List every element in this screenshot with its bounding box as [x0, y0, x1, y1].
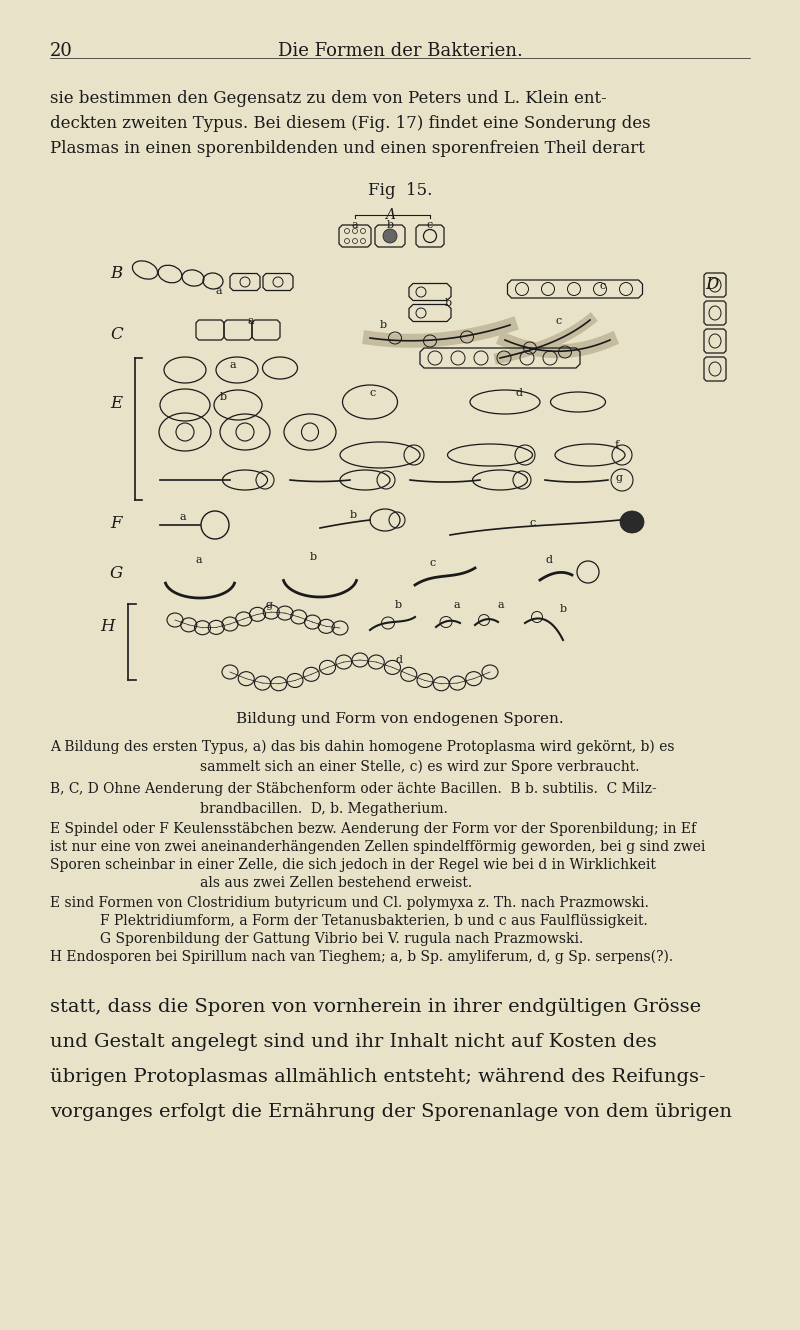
- Text: b: b: [350, 509, 357, 520]
- Text: c: c: [600, 281, 606, 291]
- Text: a: a: [453, 600, 460, 610]
- Text: statt, dass die Sporen von vornherein in ihrer endgültigen Grösse: statt, dass die Sporen von vornherein in…: [50, 998, 701, 1016]
- Text: als aus zwei Zellen bestehend erweist.: als aus zwei Zellen bestehend erweist.: [200, 876, 472, 890]
- Text: deckten zweiten Typus. Bei diesem (Fig. 17) findet eine Sonderung des: deckten zweiten Typus. Bei diesem (Fig. …: [50, 114, 650, 132]
- Text: Plasmas in einen sporenbildenden und einen sporenfreien Theil derart: Plasmas in einen sporenbildenden und ein…: [50, 140, 645, 157]
- Text: g: g: [265, 600, 272, 610]
- Text: b: b: [560, 604, 567, 614]
- Text: d: d: [395, 654, 402, 665]
- Text: C: C: [110, 326, 122, 343]
- Text: E: E: [110, 395, 122, 412]
- Text: c: c: [555, 317, 562, 326]
- Text: E sind Formen von Clostridium butyricum und Cl. polymyxa z. Th. nach Prazmowski.: E sind Formen von Clostridium butyricum …: [50, 896, 649, 910]
- Text: B, C, D Ohne Aenderung der Stäbchenform oder ächte Bacillen.  B b. subtilis.  C : B, C, D Ohne Aenderung der Stäbchenform …: [50, 782, 657, 795]
- Ellipse shape: [620, 511, 644, 533]
- Text: E Spindel oder F Keulensstäbchen bezw. Aenderung der Form vor der Sporenbildung;: E Spindel oder F Keulensstäbchen bezw. A…: [50, 822, 696, 837]
- Text: b: b: [395, 600, 402, 610]
- Text: d: d: [545, 555, 552, 565]
- Text: B: B: [110, 265, 122, 282]
- Text: G: G: [110, 565, 123, 583]
- Text: Bildung und Form von endogenen Sporen.: Bildung und Form von endogenen Sporen.: [236, 712, 564, 726]
- Text: b: b: [386, 219, 394, 230]
- Text: F Plektridiumform, a Form der Tetanusbakterien, b und c aus Faulflüssigkeit.: F Plektridiumform, a Form der Tetanusbak…: [100, 914, 648, 928]
- Text: H Endosporen bei Spirillum nach van Tieghem; a, b Sp. amyliferum, d, g Sp. serpe: H Endosporen bei Spirillum nach van Tieg…: [50, 950, 673, 964]
- Text: c: c: [530, 517, 536, 528]
- Text: sammelt sich an einer Stelle, c) es wird zur Spore verbraucht.: sammelt sich an einer Stelle, c) es wird…: [200, 759, 639, 774]
- Text: G Sporenbildung der Gattung Vibrio bei V. rugula nach Prazmowski.: G Sporenbildung der Gattung Vibrio bei V…: [100, 932, 583, 946]
- Text: sie bestimmen den Gegensatz zu dem von Peters und L. Klein ent-: sie bestimmen den Gegensatz zu dem von P…: [50, 90, 606, 106]
- Text: 20: 20: [50, 43, 73, 60]
- Text: ist nur eine von zwei aneinanderhängenden Zellen spindelfförmig geworden, bei g : ist nur eine von zwei aneinanderhängende…: [50, 841, 706, 854]
- Text: Die Formen der Bakterien.: Die Formen der Bakterien.: [278, 43, 522, 60]
- Text: F: F: [110, 515, 122, 532]
- Text: a: a: [195, 555, 202, 565]
- Text: c: c: [430, 559, 436, 568]
- Text: übrigen Protoplasmas allmählich entsteht; während des Reifungs-: übrigen Protoplasmas allmählich entsteht…: [50, 1068, 706, 1087]
- Text: brandbacillen.  D, b. Megatherium.: brandbacillen. D, b. Megatherium.: [200, 802, 448, 817]
- Text: a: a: [230, 360, 237, 370]
- Text: c: c: [370, 388, 376, 398]
- Text: vorganges erfolgt die Ernährung der Sporenanlage von dem übrigen: vorganges erfolgt die Ernährung der Spor…: [50, 1103, 732, 1121]
- Text: a: a: [180, 512, 186, 521]
- Text: D: D: [705, 277, 718, 293]
- Ellipse shape: [383, 229, 397, 243]
- Text: a: a: [215, 286, 222, 297]
- Text: d: d: [515, 388, 522, 398]
- Text: A: A: [385, 207, 395, 222]
- Text: b: b: [445, 298, 452, 309]
- Text: Fig  15.: Fig 15.: [368, 182, 432, 200]
- Text: g: g: [615, 473, 622, 483]
- Text: b: b: [380, 321, 387, 330]
- Text: H: H: [100, 618, 114, 634]
- Text: f: f: [615, 440, 619, 450]
- Text: und Gestalt angelegt sind und ihr Inhalt nicht auf Kosten des: und Gestalt angelegt sind und ihr Inhalt…: [50, 1033, 657, 1051]
- Text: b: b: [220, 392, 227, 402]
- Text: A Bildung des ersten Typus, a) das bis dahin homogene Protoplasma wird gekörnt, : A Bildung des ersten Typus, a) das bis d…: [50, 739, 674, 754]
- Text: a: a: [248, 317, 254, 326]
- Text: Sporen scheinbar in einer Zelle, die sich jedoch in der Regel wie bei d in Wirkl: Sporen scheinbar in einer Zelle, die sic…: [50, 858, 656, 872]
- Text: a: a: [352, 219, 358, 230]
- Text: c: c: [427, 219, 433, 230]
- Text: b: b: [310, 552, 317, 563]
- Text: a: a: [498, 600, 505, 610]
